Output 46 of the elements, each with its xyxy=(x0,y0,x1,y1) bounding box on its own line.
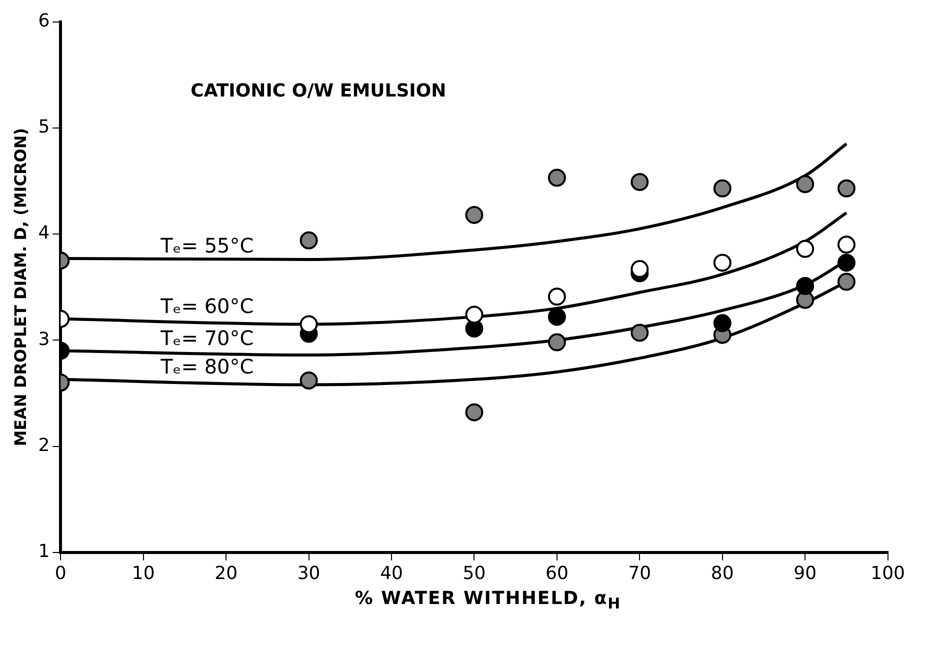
y-tick-label: 4 xyxy=(38,222,50,244)
series-label: Tₑ= 70°C xyxy=(160,326,254,350)
x-tick-label: 90 xyxy=(794,562,817,584)
y-tick-label: 5 xyxy=(38,116,50,138)
point xyxy=(465,403,484,422)
point xyxy=(796,175,814,194)
x-tick-label: 100 xyxy=(870,562,905,584)
point xyxy=(548,168,566,187)
x-tick-label: 40 xyxy=(380,562,403,584)
x-tick-label: 30 xyxy=(297,562,320,584)
point xyxy=(837,272,856,291)
y-axis-title: MEAN DROPLET DIAM. D, (MICRON) xyxy=(10,128,30,446)
x-tick-label: 10 xyxy=(132,562,155,584)
x-tick-label: 20 xyxy=(214,562,238,584)
series-label: Tₑ= 55°C xyxy=(160,234,254,258)
point xyxy=(300,315,318,334)
point xyxy=(465,306,484,324)
point xyxy=(548,333,566,352)
point xyxy=(837,179,856,198)
point xyxy=(713,254,732,272)
point xyxy=(630,173,649,192)
y-tick-label: 1 xyxy=(38,541,50,562)
y-tick-label: 2 xyxy=(38,434,50,456)
y-tick-label: 6 xyxy=(38,10,50,32)
x-tick-label: 60 xyxy=(546,562,568,584)
x-tick-label: 80 xyxy=(710,562,734,584)
y-tick-label: 3 xyxy=(38,328,50,350)
point xyxy=(548,308,566,326)
point xyxy=(548,288,566,306)
point xyxy=(465,206,484,224)
point xyxy=(796,240,814,258)
x-tick-label: 0 xyxy=(54,562,66,584)
point xyxy=(300,371,318,390)
point xyxy=(300,231,318,250)
x-tick-label: 50 xyxy=(462,562,486,584)
point xyxy=(796,277,814,296)
text: CATIONIC O/W EMULSION xyxy=(190,80,446,102)
series-label: Tₑ= 60°C xyxy=(160,294,254,318)
point xyxy=(713,179,732,198)
point xyxy=(630,324,649,342)
point xyxy=(713,314,732,332)
x-tick-label: 70 xyxy=(628,562,652,584)
point xyxy=(837,236,856,254)
series-label: Tₑ= 80°C xyxy=(160,354,254,379)
point xyxy=(837,254,856,272)
x-axis-title: % WATER WITHHELD, α$_{H}$ xyxy=(354,588,622,613)
